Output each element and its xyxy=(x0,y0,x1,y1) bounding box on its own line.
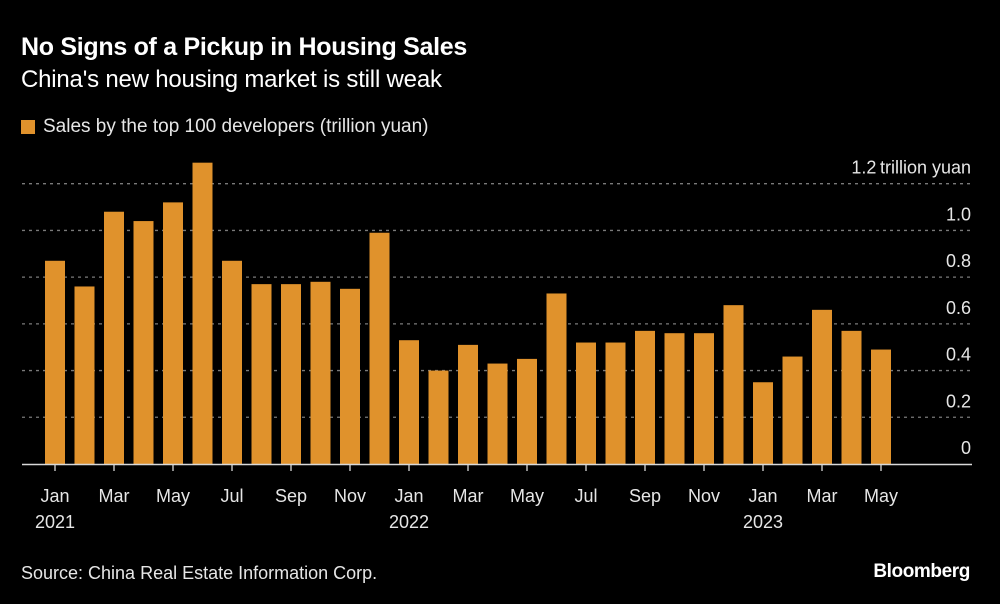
bar xyxy=(163,202,183,465)
x-tick-label-month: May xyxy=(510,486,544,506)
x-tick-label-month: Sep xyxy=(629,486,661,506)
bar xyxy=(399,340,419,464)
bar xyxy=(369,232,390,464)
source-note: Source: China Real Estate Information Co… xyxy=(21,563,378,583)
x-axis xyxy=(22,463,972,471)
bar xyxy=(723,305,744,464)
x-tick-label-month: Nov xyxy=(688,486,720,506)
y-tick-label: 0.6 xyxy=(946,298,971,318)
bar xyxy=(74,286,95,464)
x-tick-label-year: 2023 xyxy=(743,512,783,532)
x-tick-label-month: Mar xyxy=(453,486,484,506)
bar xyxy=(841,330,862,464)
legend: Sales by the top 100 developers (trillio… xyxy=(21,116,429,138)
bar xyxy=(281,284,301,464)
bar xyxy=(871,349,891,464)
y-tick-label: 0.2 xyxy=(946,391,971,411)
y-tick-label: 0.8 xyxy=(946,251,971,271)
bar xyxy=(517,358,537,464)
y-tick-label: 1.0 xyxy=(946,204,971,224)
y-tick-label: 1.2 trillion yuan xyxy=(851,158,971,178)
bar xyxy=(340,288,360,464)
x-tick-label-year: 2022 xyxy=(389,512,429,532)
x-tick-label-month: May xyxy=(156,486,190,506)
bars xyxy=(45,162,891,465)
bloomberg-logo: Bloomberg xyxy=(873,561,970,582)
x-tick-label-month: Mar xyxy=(99,486,130,506)
y-tick-label: 0 xyxy=(961,438,971,458)
x-axis-labels: Jan 2021 Mar May Jul Sep Nov Jan 2022 Mar May Jul Se… xyxy=(35,486,898,532)
x-tick-label-month: Mar xyxy=(807,486,838,506)
bar xyxy=(635,330,655,464)
chart-subtitle: China's new housing market is still weak xyxy=(21,66,442,93)
x-tick-label-month: Jul xyxy=(220,486,243,506)
bar xyxy=(104,211,124,464)
bar xyxy=(694,333,714,464)
x-tick-label-month: Jul xyxy=(574,486,597,506)
x-tick-label-month: Jan xyxy=(394,486,423,506)
bar xyxy=(428,370,449,464)
x-tick-label-year: 2021 xyxy=(35,512,75,532)
legend-swatch xyxy=(21,120,35,134)
bar xyxy=(133,221,154,464)
bar xyxy=(812,309,832,464)
bar xyxy=(458,344,478,464)
bar xyxy=(487,363,508,464)
legend-label: Sales by the top 100 developers (trillio… xyxy=(43,116,429,137)
bar xyxy=(310,281,331,464)
bar xyxy=(664,333,685,464)
y-tick-label: 0.4 xyxy=(946,345,971,365)
x-tick-label-month: Nov xyxy=(334,486,366,506)
bar xyxy=(222,260,242,464)
x-tick-label-month: Sep xyxy=(275,486,307,506)
bar xyxy=(576,342,596,464)
x-tick-label-month: Jan xyxy=(40,486,69,506)
bar xyxy=(192,162,213,465)
x-tick-label-month: Jan xyxy=(748,486,777,506)
bar xyxy=(251,284,272,464)
bar xyxy=(753,382,773,464)
bar xyxy=(45,260,65,464)
bar xyxy=(546,293,567,464)
x-tick-label-month: May xyxy=(864,486,898,506)
bar xyxy=(782,356,803,464)
y-axis-labels: 0 0.2 0.4 0.6 0.8 1.0 1.2 trillion yuan xyxy=(851,158,971,458)
bar xyxy=(605,342,626,464)
chart-title: No Signs of a Pickup in Housing Sales xyxy=(21,33,467,61)
